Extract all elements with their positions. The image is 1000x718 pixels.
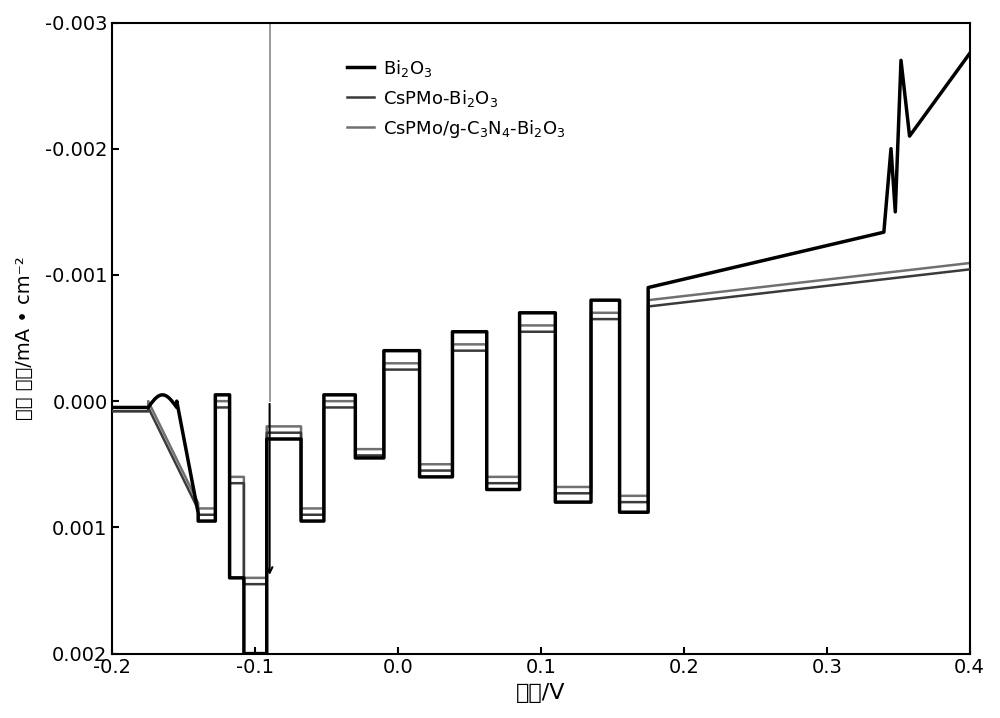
Y-axis label: 电流 密度/mA • cm⁻²: 电流 密度/mA • cm⁻² bbox=[15, 256, 34, 420]
Legend: Bi$_2$O$_3$, CsPMo-Bi$_2$O$_3$, CsPMo/g-C$_3$N$_4$-Bi$_2$O$_3$: Bi$_2$O$_3$, CsPMo-Bi$_2$O$_3$, CsPMo/g-… bbox=[340, 50, 573, 147]
X-axis label: 电压/V: 电压/V bbox=[516, 683, 566, 703]
